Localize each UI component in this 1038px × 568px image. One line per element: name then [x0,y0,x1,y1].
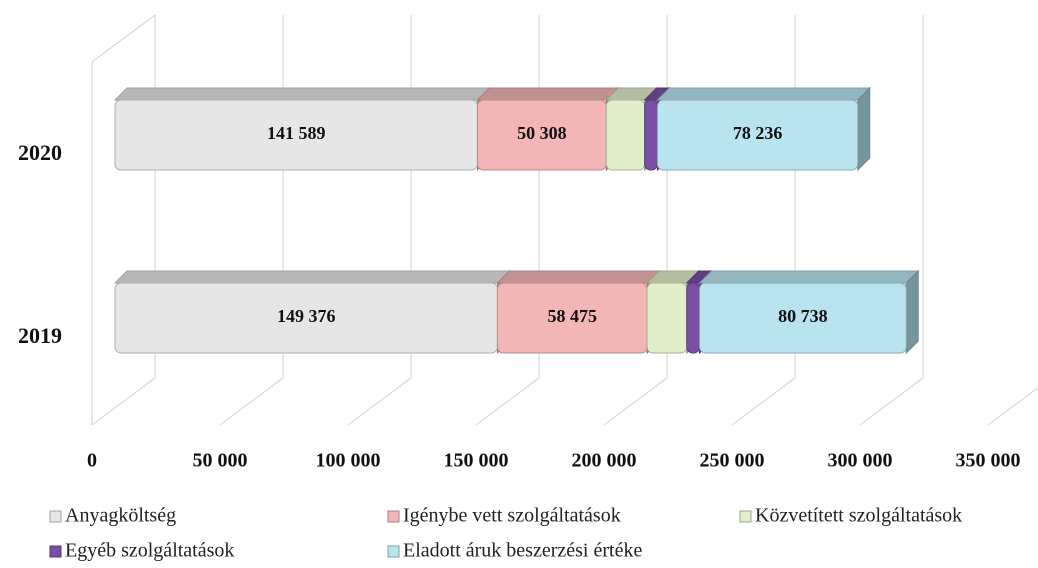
legend-label: Anyagköltség [65,505,176,527]
grid-line [859,15,924,426]
value-label: 78 236 [733,123,783,143]
x-tick-label: 150 000 [444,450,509,472]
bar-face [686,282,701,354]
legend-label: Igénybe vett szolgáltatások [403,505,621,527]
x-tick-label: 200 000 [572,450,637,472]
value-label: 58 475 [548,306,598,326]
legend-swatch [387,545,400,558]
bar-segment [656,86,871,172]
x-tick-label: 250 000 [700,450,765,472]
legend-swatch [49,545,62,558]
grid-line [475,15,540,426]
left-wall [91,14,156,63]
x-tick-label: 50 000 [193,450,248,472]
legend-swatch [387,510,400,523]
category-label: 2019 [18,323,62,348]
value-label: 50 308 [517,123,567,143]
grid-line [91,15,156,426]
value-label: 149 376 [277,306,336,326]
grid-line [987,387,1038,426]
grid-line [347,15,412,426]
bar-face [698,270,920,284]
value-label: 141 589 [267,123,326,143]
x-tick-label: 0 [87,450,97,472]
category-label: 2020 [18,140,62,165]
grid-line [219,15,284,426]
bar-face [905,269,919,355]
legend-label: Közvetített szolgáltatások [755,505,962,527]
bar-face [496,270,661,284]
grid-line [603,15,668,426]
legend-swatch [49,510,62,523]
legend-label: Eladott áruk beszerzési értéke [403,540,642,562]
bar-face [113,87,491,101]
value-label: 80 738 [778,306,828,326]
bar-face [644,99,658,171]
legend-label: Egyéb szolgáltatások [65,540,234,562]
grid-line [731,15,796,426]
legend-swatch [739,510,752,523]
bar-face [656,99,859,171]
bar-face [605,99,646,171]
x-tick-label: 300 000 [828,450,893,472]
x-tick-label: 100 000 [316,450,381,472]
bar-face [857,86,871,172]
x-tick-label: 350 000 [956,450,1021,472]
bar-face [476,87,620,101]
bar-face [113,270,511,284]
bar-segment [698,269,920,355]
bar-face [699,282,907,354]
bar-face [646,282,688,354]
bar-face [656,87,871,101]
